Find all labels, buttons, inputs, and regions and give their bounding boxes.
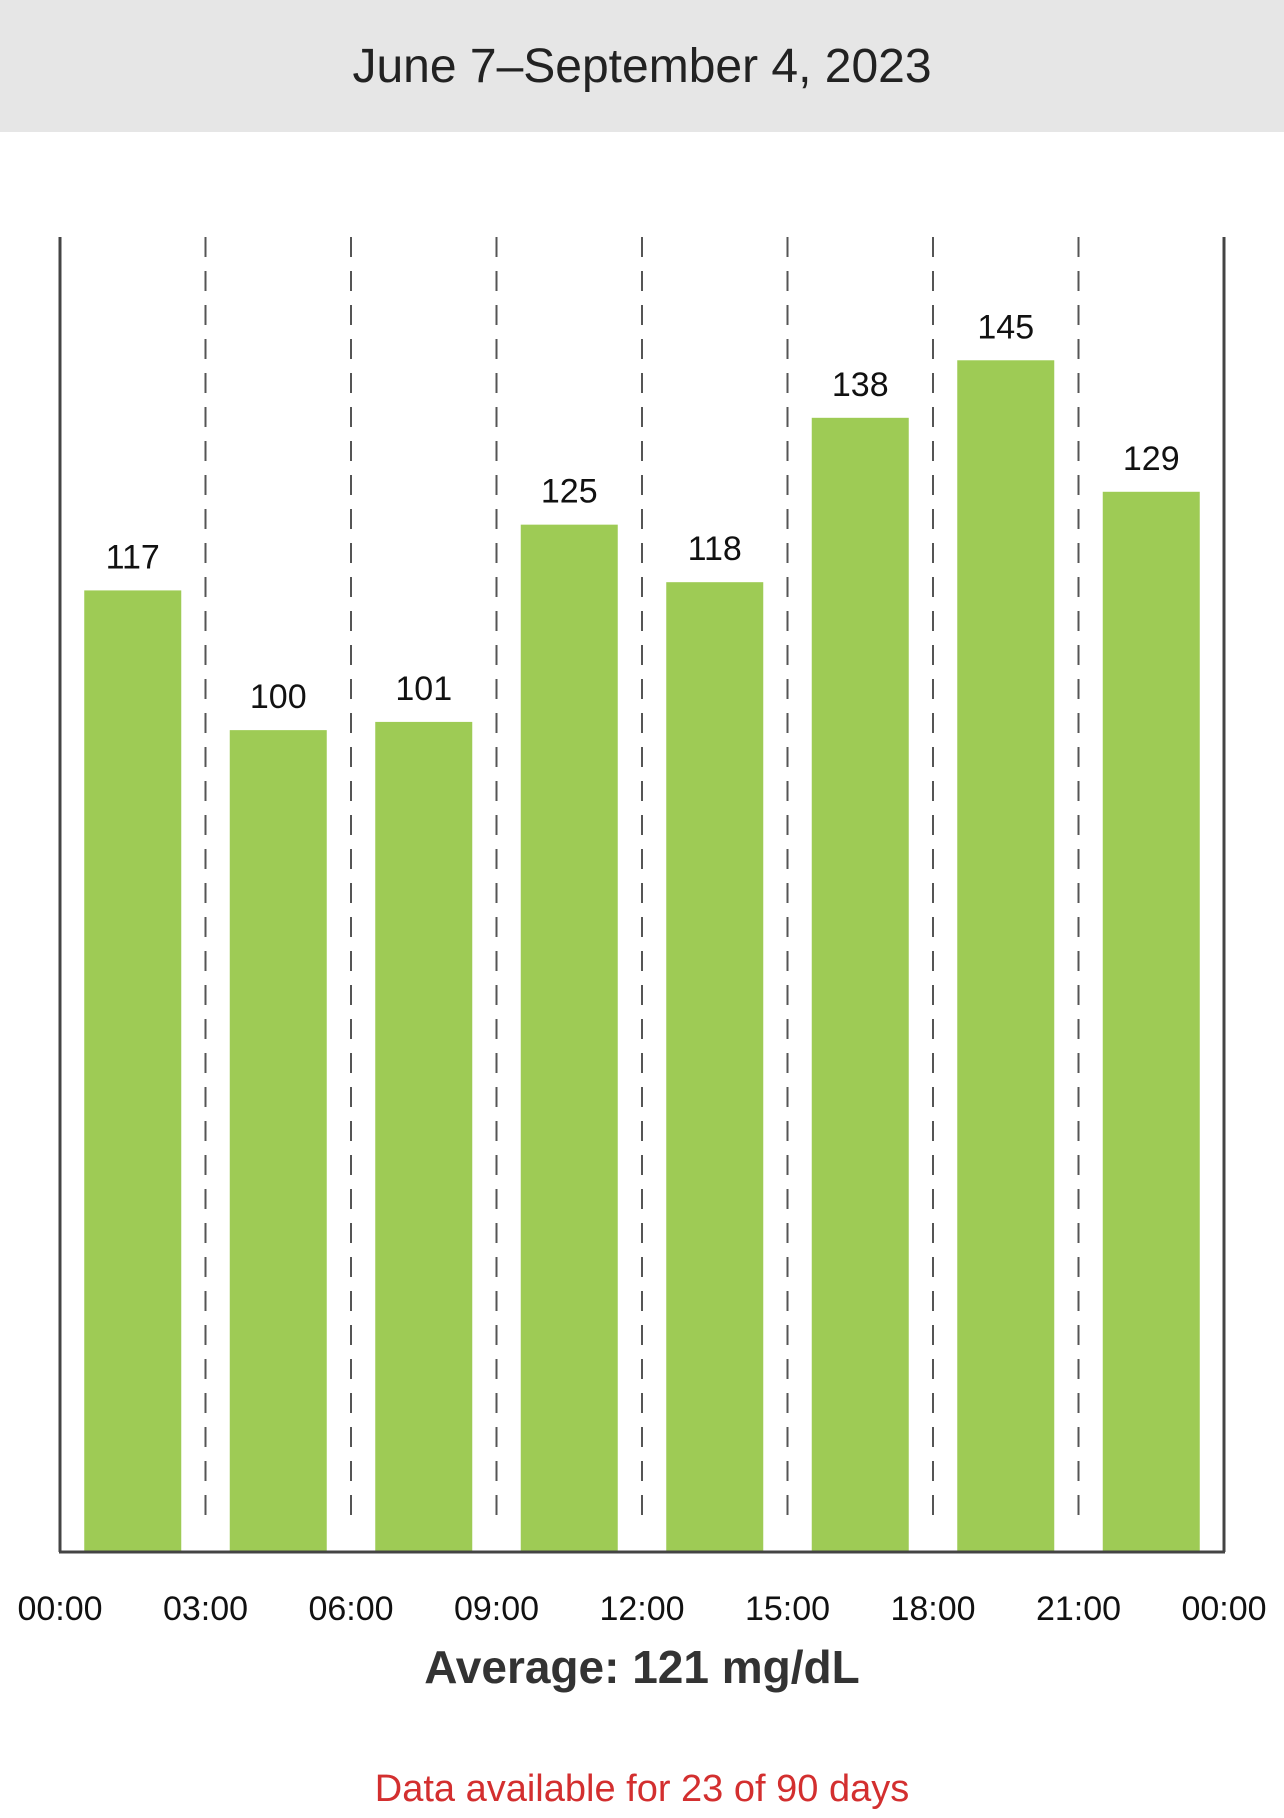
x-tick-label: 00:00: [1181, 1590, 1266, 1628]
bar-value-label: 117: [106, 538, 160, 576]
glucose-bar-chart: 117 100 101 125 118 138 145 129 00:00 03:00 06:00 0…: [17, 237, 1267, 1628]
bar-value-label: 118: [688, 530, 742, 568]
x-tick-label: 12:00: [599, 1590, 684, 1628]
x-tick-label: 06:00: [308, 1590, 393, 1628]
bar: [811, 417, 909, 1552]
bar: [957, 360, 1055, 1552]
bar-value-label: 145: [977, 308, 1034, 346]
bar: [84, 590, 182, 1552]
bar: [375, 721, 473, 1552]
bar: [520, 524, 618, 1552]
x-tick-label: 21:00: [1036, 1590, 1121, 1628]
bar-value-label: 138: [832, 366, 889, 404]
bar: [1102, 491, 1200, 1552]
bar-value-label: 129: [1123, 440, 1180, 478]
x-tick-label: 03:00: [163, 1590, 248, 1628]
x-tick-label: 00:00: [17, 1590, 102, 1628]
date-range-header: June 7–September 4, 2023: [0, 0, 1284, 132]
average-label: Average: 121 mg/dL: [424, 1641, 860, 1693]
x-tick-label: 18:00: [890, 1590, 975, 1628]
bar: [666, 582, 764, 1552]
bar: [229, 730, 327, 1552]
x-tick-label: 09:00: [454, 1590, 539, 1628]
bar-value-label: 125: [541, 473, 598, 511]
date-range-title: June 7–September 4, 2023: [352, 39, 932, 93]
bar-value-label: 100: [250, 678, 307, 716]
x-tick-label: 15:00: [745, 1590, 830, 1628]
bar-value-label: 101: [395, 670, 452, 708]
data-availability-label: Data available for 23 of 90 days: [374, 1768, 910, 1810]
